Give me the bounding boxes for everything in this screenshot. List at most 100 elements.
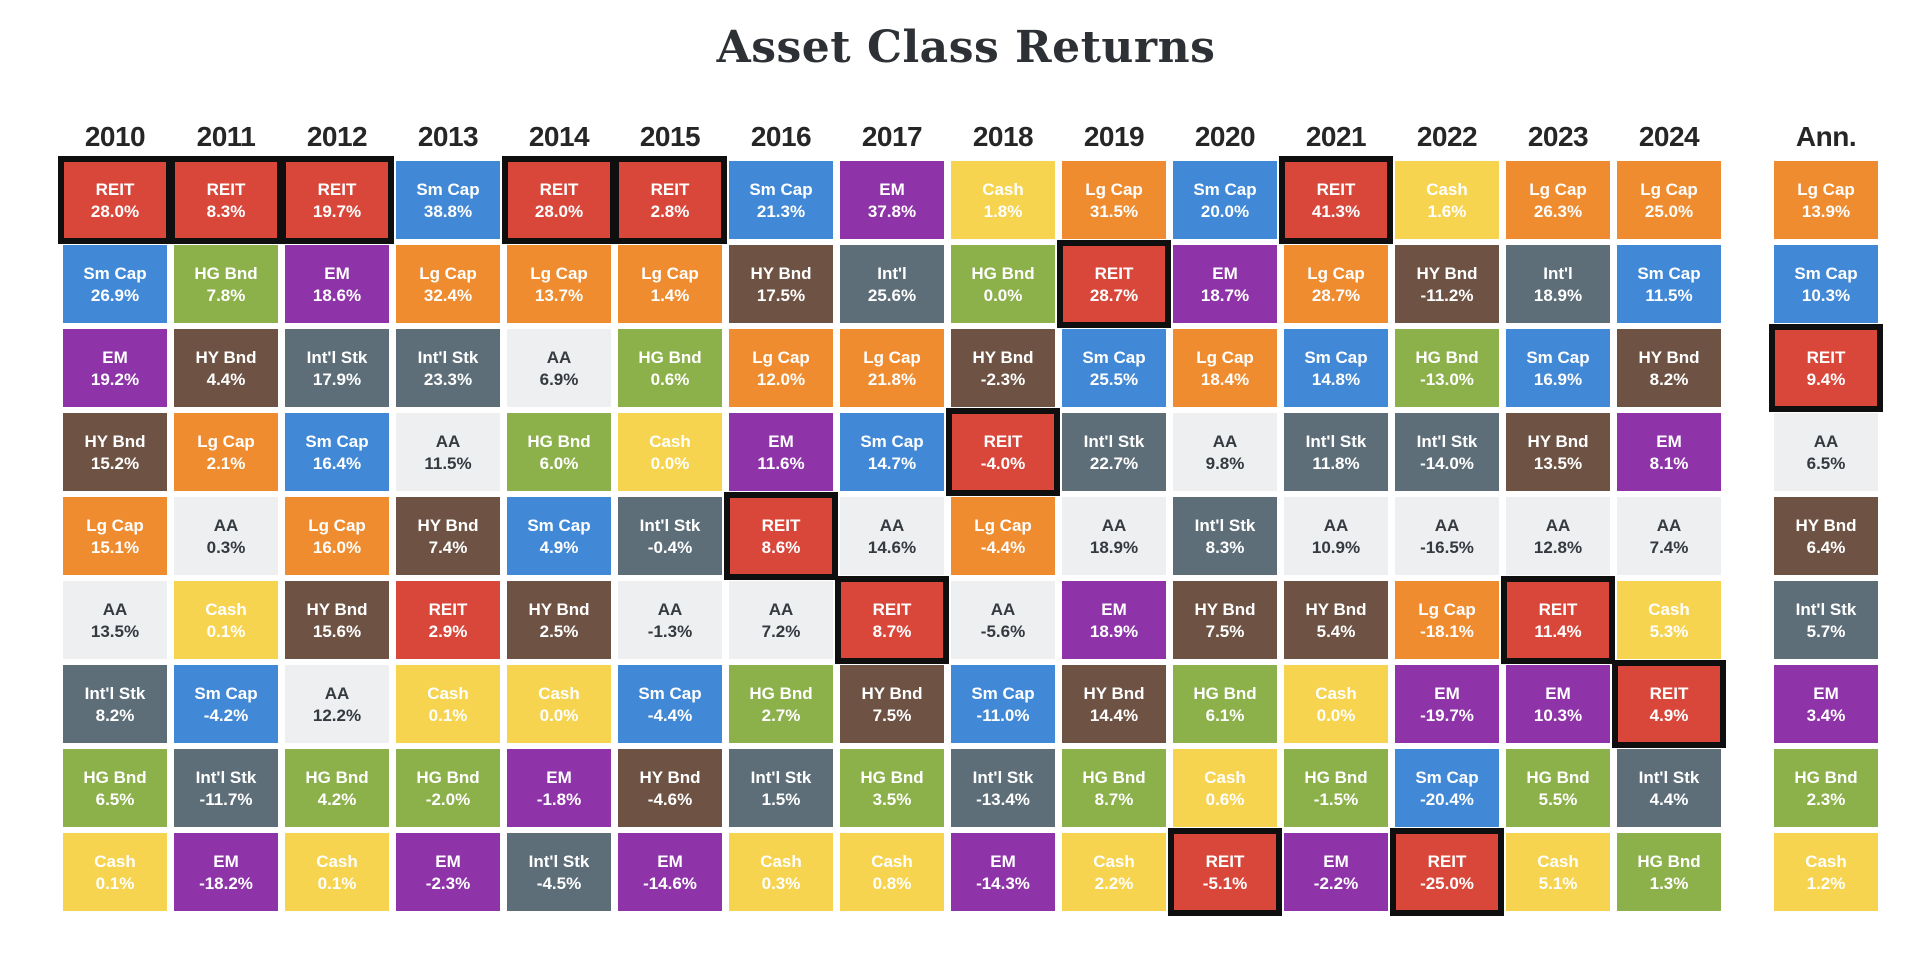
return-cell: HY Bnd 7.5% xyxy=(1173,581,1277,659)
return-cell: EM -14.6% xyxy=(618,833,722,911)
return-cell: HG Bnd 0.6% xyxy=(618,329,722,407)
return-cell: Int'l Stk 8.2% xyxy=(63,665,167,743)
return-cell: Sm Cap 20.0% xyxy=(1173,161,1277,239)
return-cell: HG Bnd 6.5% xyxy=(63,749,167,827)
asset-class-label: Cash xyxy=(1315,683,1357,703)
asset-class-label: HY Bnd xyxy=(1083,683,1145,703)
asset-class-label: EM xyxy=(435,851,461,871)
column-header: 2023 xyxy=(1527,121,1589,152)
return-value: 5.4% xyxy=(1316,621,1356,641)
asset-class-label: HY Bnd xyxy=(1194,599,1256,619)
return-value: 20.0% xyxy=(1200,201,1250,221)
asset-class-label: HG Bnd xyxy=(305,767,369,787)
return-value: -5.1% xyxy=(1202,873,1248,893)
return-cell: Int'l Stk 8.3% xyxy=(1173,497,1277,575)
asset-class-label: REIT xyxy=(317,179,357,199)
return-value: 18.9% xyxy=(1089,621,1139,641)
return-cell: Cash 0.1% xyxy=(174,581,278,659)
return-cell: Sm Cap 26.9% xyxy=(63,245,167,323)
asset-class-label: Sm Cap xyxy=(305,431,369,451)
asset-class-label: Sm Cap xyxy=(1304,347,1368,367)
return-value: 0.1% xyxy=(206,621,246,641)
return-cell: HG Bnd 2.7% xyxy=(729,665,833,743)
asset-class-label: HG Bnd xyxy=(1415,347,1479,367)
year-column-2018: 2018 Cash 1.8% HG Bnd 0.0% HY Bnd -2.3% REIT -4.… xyxy=(946,113,1060,911)
return-cell: Cash 2.2% xyxy=(1062,833,1166,911)
asset-class-label: REIT xyxy=(539,179,579,199)
return-value: 15.6% xyxy=(312,621,362,641)
year-column-2023: 2023 Lg Cap 26.3% Int'l 18.9% Sm Cap 16.9% HY B… xyxy=(1501,113,1615,911)
return-value: 25.5% xyxy=(1089,369,1139,389)
asset-class-label: Sm Cap xyxy=(971,683,1035,703)
return-cell: AA -1.3% xyxy=(618,581,722,659)
asset-class-label: Cash xyxy=(1648,599,1690,619)
return-cell-highlighted: REIT 28.0% xyxy=(58,156,172,244)
asset-class-label: Int'l Stk xyxy=(306,347,368,367)
return-value: -11.0% xyxy=(976,705,1030,725)
return-cell: Lg Cap 32.4% xyxy=(396,245,500,323)
return-cell: Int'l 18.9% xyxy=(1506,245,1610,323)
return-value: 18.9% xyxy=(1089,537,1139,557)
return-value: 12.8% xyxy=(1533,537,1583,557)
return-cell: HY Bnd 5.4% xyxy=(1284,581,1388,659)
asset-class-label: Lg Cap xyxy=(752,347,810,367)
return-cell: AA 13.5% xyxy=(63,581,167,659)
return-cell-highlighted: REIT 8.7% xyxy=(835,576,949,664)
return-cell: HY Bnd 8.2% xyxy=(1617,329,1721,407)
return-value: 0.0% xyxy=(1316,705,1356,725)
return-value: 14.6% xyxy=(867,537,917,557)
asset-class-label: HG Bnd xyxy=(860,767,924,787)
return-cell: HY Bnd 2.5% xyxy=(507,581,611,659)
return-cell: EM -2.3% xyxy=(396,833,500,911)
asset-class-label: HG Bnd xyxy=(1082,767,1146,787)
return-cell: Cash 1.6% xyxy=(1395,161,1499,239)
return-value: 32.4% xyxy=(423,285,473,305)
return-value: 28.7% xyxy=(1311,285,1361,305)
asset-class-label: EM xyxy=(324,263,350,283)
return-cell: Cash 0.0% xyxy=(507,665,611,743)
return-value: 5.1% xyxy=(1538,873,1578,893)
return-value: -4.6% xyxy=(647,789,693,809)
column-header: Ann. xyxy=(1795,121,1857,152)
return-value: -1.8% xyxy=(536,789,582,809)
return-value: 1.8% xyxy=(983,201,1023,221)
return-value: 25.6% xyxy=(867,285,917,305)
return-value: -11.7% xyxy=(199,789,253,809)
return-cell: Cash 1.8% xyxy=(951,161,1055,239)
asset-class-label: HG Bnd xyxy=(1193,683,1257,703)
asset-class-label: REIT xyxy=(428,599,468,619)
asset-class-label: AA xyxy=(657,599,683,619)
return-value: 19.7% xyxy=(312,201,362,221)
asset-class-label: HY Bnd xyxy=(972,347,1034,367)
return-value: -4.2% xyxy=(203,705,249,725)
return-cell: Sm Cap -4.4% xyxy=(618,665,722,743)
return-cell: Int'l Stk 1.5% xyxy=(729,749,833,827)
asset-class-label: Int'l Stk xyxy=(1083,431,1145,451)
return-cell: HG Bnd 2.3% xyxy=(1774,749,1878,827)
return-value: -13.0% xyxy=(1420,369,1474,389)
column-header: 2022 xyxy=(1416,121,1478,152)
return-cell: Int'l Stk -13.4% xyxy=(951,749,1055,827)
return-value: 8.2% xyxy=(1649,369,1689,389)
return-value: 6.9% xyxy=(539,369,579,389)
return-cell: Cash 0.1% xyxy=(285,833,389,911)
asset-class-label: HY Bnd xyxy=(1416,263,1478,283)
return-value: 14.7% xyxy=(867,453,917,473)
return-value: -14.0% xyxy=(1420,453,1474,473)
returns-grid: 2010 REIT 28.0% Sm Cap 26.9% EM 19.2% HY Bnd 15.… xyxy=(0,113,1932,916)
return-cell: HG Bnd 5.5% xyxy=(1506,749,1610,827)
return-value: 2.9% xyxy=(428,621,468,641)
return-value: 1.2% xyxy=(1806,873,1846,893)
column-header: 2013 xyxy=(417,121,479,152)
return-cell: Cash 0.1% xyxy=(396,665,500,743)
asset-class-label: Sm Cap xyxy=(749,179,813,199)
year-column-2011: 2011 REIT 8.3% HG Bnd 7.8% HY Bnd 4.4% Lg Cap 2.… xyxy=(169,113,283,911)
asset-class-label: HG Bnd xyxy=(1526,767,1590,787)
asset-class-label: HY Bnd xyxy=(84,431,146,451)
return-value: 28.0% xyxy=(534,201,584,221)
asset-class-label: HY Bnd xyxy=(306,599,368,619)
return-cell: EM 19.2% xyxy=(63,329,167,407)
asset-class-label: Sm Cap xyxy=(1193,179,1257,199)
asset-class-label: Lg Cap xyxy=(1307,263,1365,283)
asset-class-label: Sm Cap xyxy=(860,431,924,451)
